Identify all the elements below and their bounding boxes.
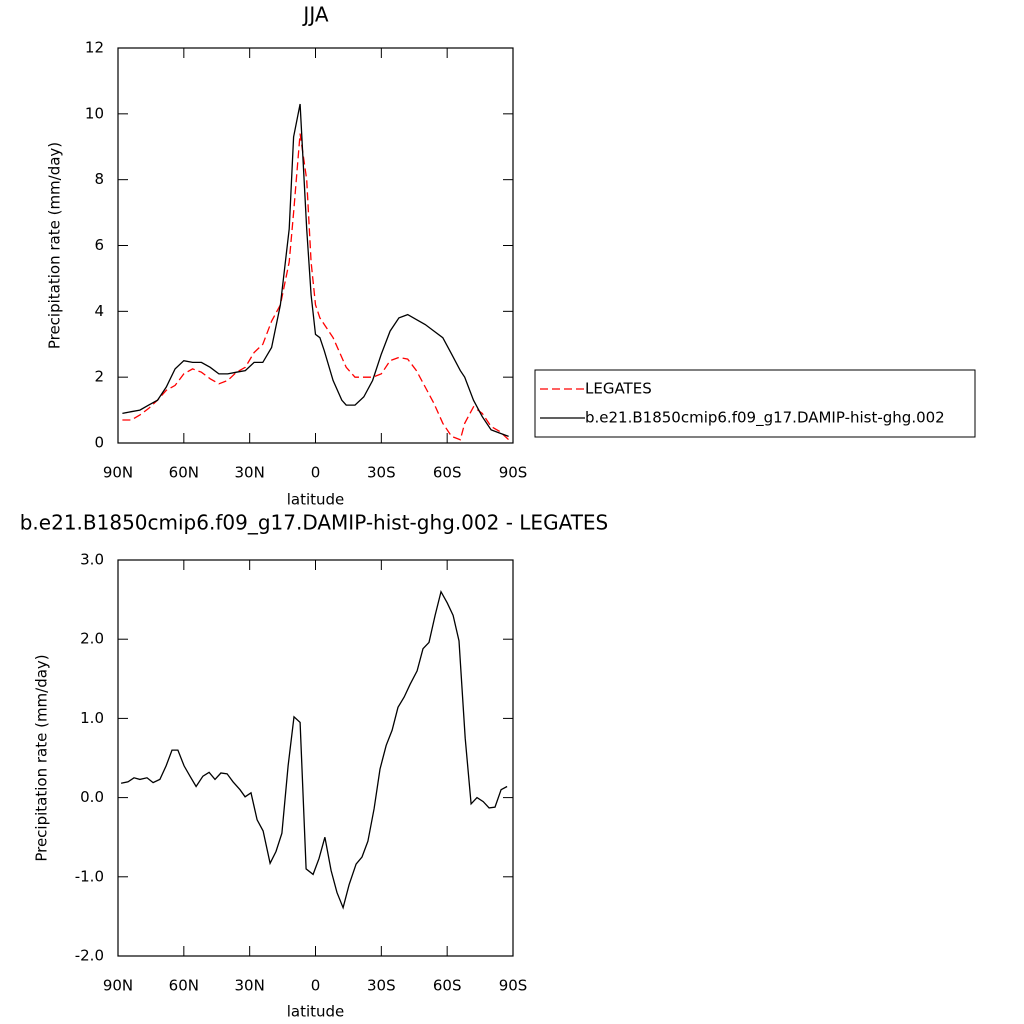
y-tick-label: 3.0: [80, 551, 104, 569]
x-tick-label: 30N: [235, 464, 265, 482]
y-tick-label: 6: [94, 236, 104, 254]
x-tick-label: 30S: [367, 464, 396, 482]
y-tick-label: 2: [94, 368, 104, 386]
y-tick-label: 2.0: [80, 630, 104, 648]
data-line: [120, 589, 508, 910]
y-tick-label: 0: [94, 434, 104, 452]
y-tick-label: -1.0: [75, 867, 104, 885]
y-tick-label: 4: [94, 302, 104, 320]
y-tick-label: 1.0: [80, 709, 104, 727]
x-tick-label: 90N: [103, 464, 133, 482]
y-tick-label: -2.0: [75, 947, 104, 965]
x-tick-label: 90N: [103, 977, 133, 995]
x-tick-label: 90S: [499, 977, 528, 995]
x-tick-label: 90S: [499, 464, 528, 482]
legend-label: LEGATES: [585, 380, 652, 398]
x-tick-label: 60N: [169, 977, 199, 995]
data-line: [122, 103, 509, 438]
x-tick-label: 0: [311, 464, 321, 482]
y-tick-label: 10: [85, 104, 104, 122]
x-tick-label: 60S: [433, 977, 462, 995]
y-tick-label: 0.0: [80, 788, 104, 806]
x-tick-label: 60S: [433, 464, 462, 482]
chart-title: b.e21.B1850cmip6.f09_g17.DAMIP-hist-ghg.…: [20, 511, 609, 535]
data-line: [122, 133, 510, 441]
legend-label: b.e21.B1850cmip6.f09_g17.DAMIP-hist-ghg.…: [585, 409, 945, 428]
y-axis-label: Precipitation rate (mm/day): [33, 654, 51, 861]
y-axis-label: Precipitation rate (mm/day): [46, 142, 64, 349]
legend-box: [534, 369, 976, 438]
x-axis-label: latitude: [287, 491, 345, 509]
x-tick-label: 0: [311, 977, 321, 995]
chart-title: JJA: [301, 3, 328, 27]
x-tick-label: 30N: [235, 977, 265, 995]
plot-frame: [117, 47, 514, 444]
x-tick-label: 60N: [169, 464, 199, 482]
y-tick-label: 12: [85, 39, 104, 57]
x-tick-label: 30S: [367, 977, 396, 995]
x-axis-label: latitude: [287, 1003, 345, 1021]
y-tick-label: 8: [94, 170, 104, 188]
plot-frame: [117, 559, 514, 957]
